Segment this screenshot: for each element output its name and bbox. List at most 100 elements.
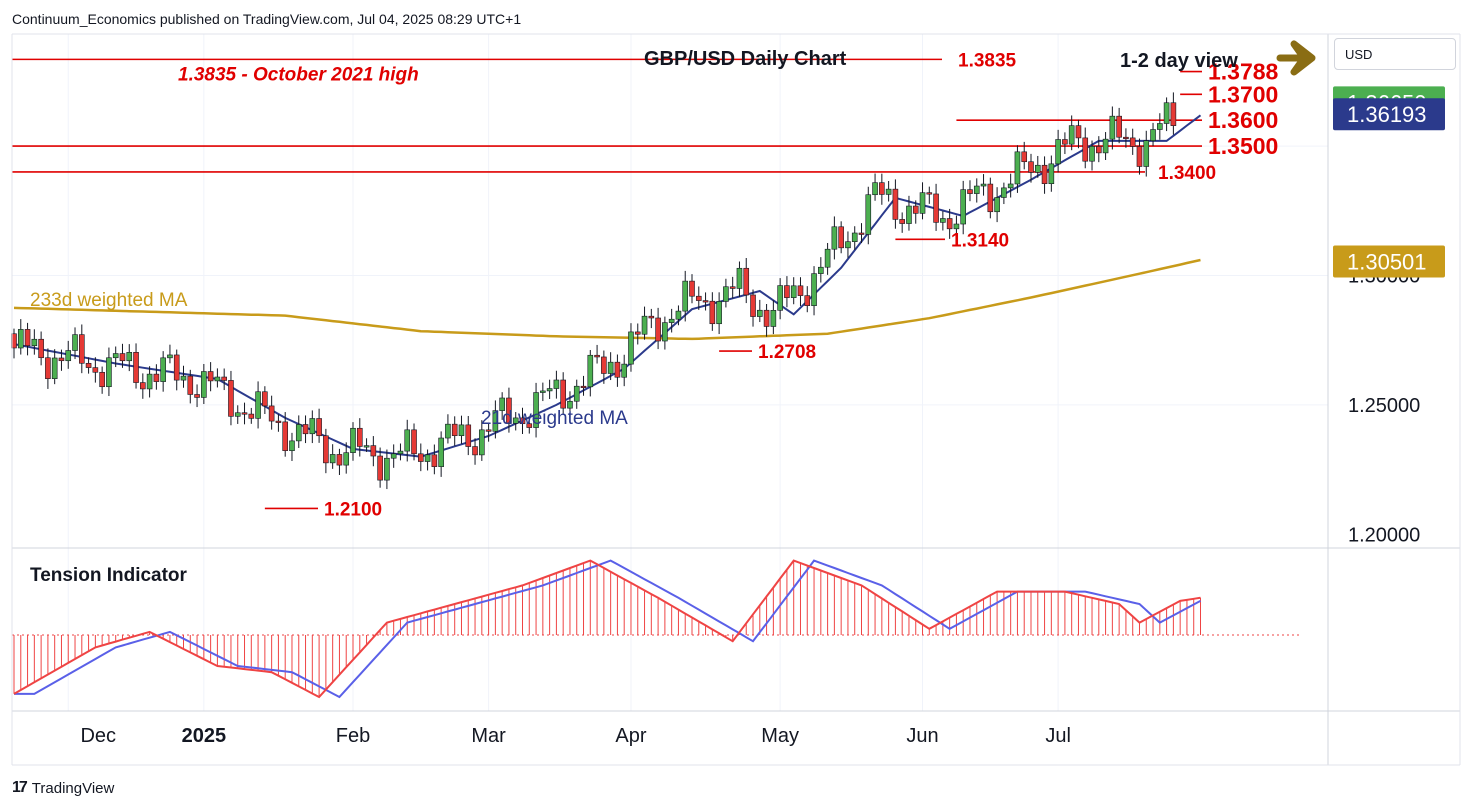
candle-body: [289, 440, 295, 451]
candle-body: [1096, 146, 1102, 154]
candle-body: [1163, 102, 1170, 124]
ma21-label: 21d weighted MA: [481, 408, 628, 429]
candle-body: [594, 354, 600, 358]
ma233-label: 233d weighted MA: [30, 290, 188, 311]
candle-body: [851, 232, 858, 243]
ma21-layer: [13, 114, 1202, 458]
candle-body: [167, 354, 173, 359]
candle-body: [485, 429, 492, 432]
candle-body: [716, 301, 722, 325]
candle-body: [906, 205, 912, 224]
candle-body: [885, 188, 892, 195]
candle-body: [797, 285, 804, 296]
tradingview-logo[interactable]: 17 TradingView: [12, 779, 114, 797]
candle-body: [533, 392, 539, 428]
level-lines: [12, 58, 1202, 510]
candle-body: [356, 427, 363, 447]
candle-body: [45, 357, 51, 379]
candle-body: [1136, 146, 1143, 167]
level-label: 1.3140: [951, 230, 1009, 251]
level-label: 1.3835: [958, 50, 1017, 71]
candle-body: [173, 354, 180, 381]
tradingview-mark-icon: 17: [12, 779, 28, 796]
view-label: 1-2 day view: [1120, 50, 1238, 72]
candle-body: [1116, 115, 1122, 138]
arrow-shape: [1276, 40, 1316, 76]
candle-body: [872, 182, 878, 196]
candle-body: [472, 446, 478, 456]
candle-body: [1082, 137, 1089, 162]
candle-body: [546, 388, 553, 392]
candle-body: [214, 376, 221, 382]
candle-body: [1048, 163, 1055, 184]
candle-body: [512, 417, 519, 424]
candle-body: [397, 450, 404, 455]
candle-body: [431, 454, 438, 467]
candle-body: [689, 280, 695, 297]
price-badge: [1333, 245, 1445, 278]
candle-body: [268, 405, 275, 422]
candle-body: [804, 295, 811, 306]
candle-body: [65, 350, 72, 362]
candle-body: [580, 385, 587, 389]
candle-body: [811, 273, 817, 306]
candle-body: [72, 334, 78, 351]
candle-body: [17, 329, 24, 349]
candle-body: [1007, 183, 1014, 189]
candle-body: [1034, 164, 1041, 173]
candle-body: [655, 317, 661, 342]
publisher-header: Continuum_Economics published on Trading…: [12, 11, 522, 27]
candle-body: [831, 226, 838, 250]
candle-body: [553, 379, 560, 389]
candle-body: [614, 361, 621, 378]
candle-body: [770, 310, 777, 327]
tension-label: Tension Indicator: [30, 565, 188, 586]
candle-body: [234, 412, 241, 417]
candle-body: [743, 267, 750, 296]
candle-body: [587, 354, 594, 388]
x-tick-label: Apr: [615, 725, 646, 747]
candle-body: [994, 197, 1000, 213]
candle-body: [140, 382, 146, 390]
candle-body: [668, 318, 675, 323]
candle-body: [926, 192, 933, 195]
candle-body: [790, 285, 797, 298]
candle-body: [492, 410, 499, 432]
candle-body: [621, 363, 628, 378]
candle-body: [1102, 138, 1109, 154]
level-label: 1.3600: [1208, 107, 1278, 133]
candle-body: [451, 423, 458, 436]
currency-button[interactable]: USD: [1334, 38, 1456, 70]
level-label: 1.2100: [324, 499, 382, 520]
candle-body: [119, 353, 126, 362]
candle-body: [58, 357, 65, 362]
candle-body: [709, 300, 716, 325]
candle-body: [695, 295, 702, 301]
level-label: 1.3500: [1208, 133, 1278, 159]
candle-body: [824, 248, 831, 268]
candle-body: [282, 421, 289, 451]
candle-body: [302, 424, 309, 435]
chart-title: GBP/USD Daily Chart: [644, 48, 847, 70]
candle-body: [1089, 146, 1095, 162]
candle-body: [336, 454, 343, 466]
candle-body: [628, 331, 634, 365]
candle-body: [438, 437, 444, 467]
candle-body: [736, 267, 743, 289]
candle-body: [919, 192, 926, 214]
candle-body: [458, 424, 465, 436]
candle-body: [750, 294, 756, 317]
candle-body: [499, 397, 505, 411]
candle-body: [892, 188, 899, 220]
candle-body: [946, 218, 953, 230]
ma233-line: [13, 258, 1201, 341]
x-tick-label: Jul: [1045, 725, 1071, 747]
tension-main-line: [13, 559, 1201, 699]
candle-body: [377, 455, 383, 481]
candle-body: [1055, 139, 1061, 165]
candle-body: [682, 280, 689, 312]
candle-body: [879, 182, 885, 195]
candle-body: [777, 285, 783, 311]
candle-body: [133, 352, 139, 383]
